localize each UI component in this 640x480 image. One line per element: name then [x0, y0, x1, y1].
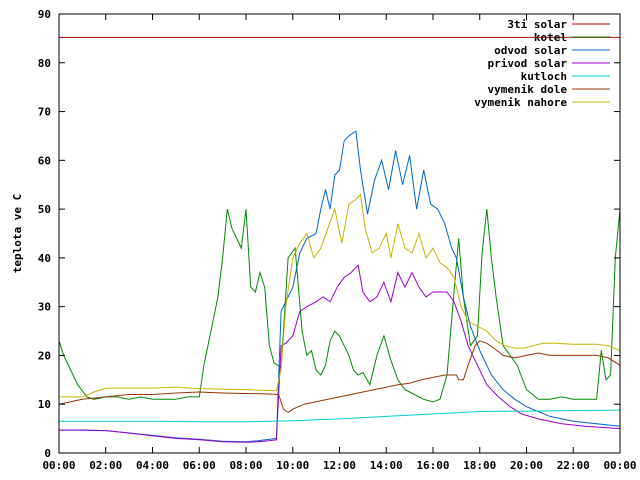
y-axis: 0 10 20 30 40 50 60 70 80 90 — [38, 8, 620, 460]
x-tick-label: 14:00 — [370, 459, 403, 472]
x-tick-label: 12:00 — [323, 459, 356, 472]
y-tick-label: 30 — [38, 301, 51, 314]
series-line-5 — [58, 340, 621, 414]
y-tick-label: 60 — [38, 154, 51, 167]
series-line-6 — [59, 193, 621, 398]
y-tick-label: 90 — [38, 8, 51, 21]
legend-entry-label: 3ti solar — [507, 18, 567, 31]
y-tick-label: 80 — [38, 57, 51, 70]
x-tick-label: 00:00 — [603, 459, 636, 472]
y-tick-label: 50 — [38, 203, 51, 216]
x-tick-label: 16:00 — [416, 459, 449, 472]
series-line-1 — [58, 208, 621, 403]
legend-entry-label: vymenik dole — [488, 83, 568, 96]
y-tick-label: 20 — [38, 349, 51, 362]
y-tick-label: 10 — [38, 398, 51, 411]
y-tick-label: 0 — [44, 447, 51, 460]
x-tick-label: 20:00 — [510, 459, 543, 472]
legend-entry-label: vymenik nahore — [474, 96, 567, 109]
legend-entry-label: odvod solar — [494, 44, 567, 57]
x-tick-label: 08:00 — [229, 459, 262, 472]
series-line-3 — [59, 264, 621, 443]
y-axis-label: teplota ve C — [11, 194, 24, 273]
x-tick-label: 18:00 — [463, 459, 496, 472]
x-tick-label: 02:00 — [89, 459, 122, 472]
series-lines — [58, 36, 621, 443]
x-tick-label: 22:00 — [557, 459, 590, 472]
x-tick-label: 04:00 — [136, 459, 169, 472]
legend-entry-label: privod solar — [488, 57, 568, 70]
y-tick-label: 40 — [38, 252, 51, 265]
x-axis: 00:00 02:00 04:00 06:00 08:00 10:00 12:00 14:00… — [42, 14, 637, 472]
series-line-4 — [59, 409, 621, 423]
y-tick-label: 70 — [38, 106, 51, 119]
legend-entry-label: kotel — [534, 31, 567, 44]
legend-entry-label: kutloch — [521, 70, 567, 83]
x-tick-label: 10:00 — [276, 459, 309, 472]
series-line-2 — [59, 130, 621, 443]
x-tick-label: 00:00 — [42, 459, 75, 472]
x-tick-label: 06:00 — [183, 459, 216, 472]
